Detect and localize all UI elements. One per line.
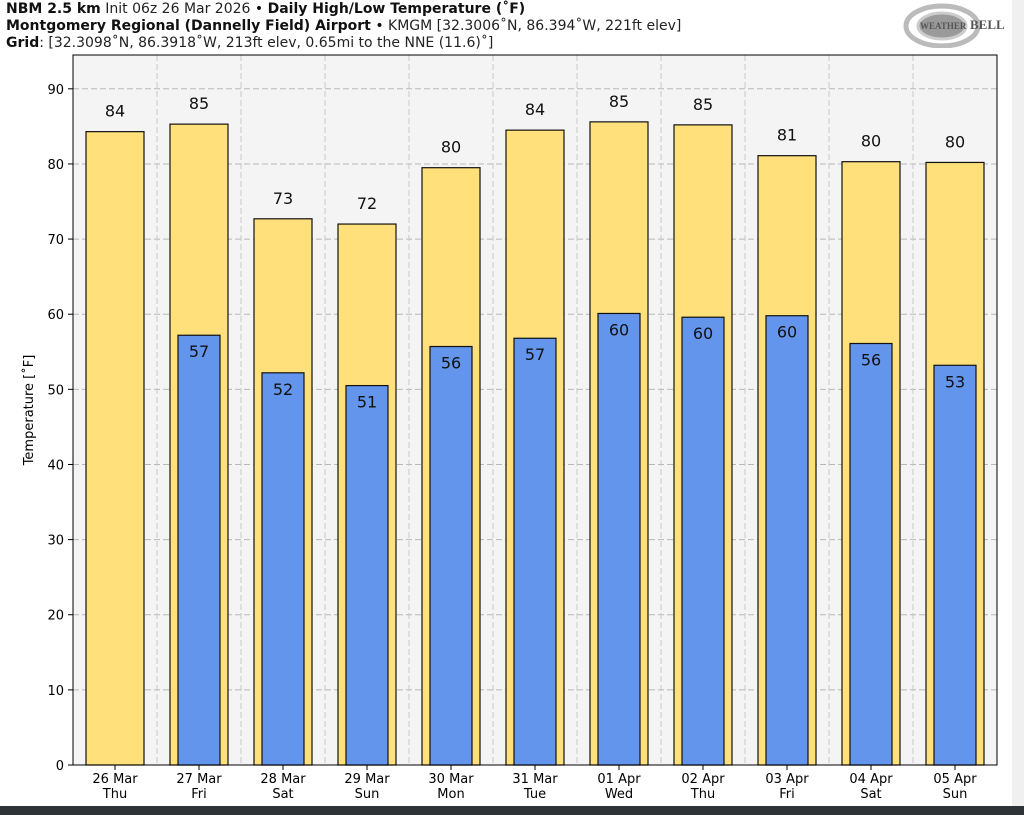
low-label: 56 bbox=[861, 351, 881, 370]
x-tick-label-date: 29 Mar bbox=[344, 772, 390, 787]
x-tick-label-date: 28 Mar bbox=[260, 772, 306, 787]
x-tick-label-date: 26 Mar bbox=[92, 772, 138, 787]
y-tick-label: 60 bbox=[47, 308, 64, 323]
x-tick-label-day: Sat bbox=[272, 787, 293, 802]
high-label: 85 bbox=[693, 95, 713, 114]
low-bar bbox=[597, 312, 641, 766]
x-tick-label-date: 27 Mar bbox=[176, 772, 222, 787]
high-label: 80 bbox=[945, 132, 965, 151]
low-label: 51 bbox=[357, 393, 377, 412]
high-label: 84 bbox=[105, 102, 125, 121]
svg-text:BELL: BELL bbox=[970, 17, 1005, 32]
x-tick-label-day: Sat bbox=[860, 787, 881, 802]
x-tick-label-date: 05 Apr bbox=[933, 772, 977, 787]
y-tick-label: 30 bbox=[47, 534, 64, 549]
low-bar bbox=[765, 315, 809, 766]
x-tick-label-day: Wed bbox=[605, 787, 633, 802]
y-tick-label: 70 bbox=[47, 233, 64, 248]
x-tick-label-day: Sun bbox=[943, 787, 968, 802]
page-edge bbox=[1012, 0, 1024, 806]
weatherbell-logo: WEATHER BELL bbox=[903, 3, 1005, 48]
y-tick-label: 90 bbox=[47, 83, 64, 98]
x-tick-label-day: Sun bbox=[355, 787, 380, 802]
low-label: 60 bbox=[693, 324, 713, 343]
station-name: Montgomery Regional (Dannelly Field) Air… bbox=[6, 18, 371, 34]
high-label: 85 bbox=[609, 92, 629, 111]
low-bar bbox=[849, 342, 893, 766]
y-tick-label: 80 bbox=[47, 158, 64, 173]
x-tick-label-day: Fri bbox=[779, 787, 795, 802]
low-bar bbox=[933, 364, 977, 766]
high-label: 85 bbox=[189, 94, 209, 113]
high-label: 73 bbox=[273, 189, 293, 208]
low-label: 57 bbox=[525, 345, 545, 364]
svg-text:WEATHER: WEATHER bbox=[920, 21, 967, 31]
title-line-1: NBM 2.5 km Init 06z 26 Mar 2026 • Daily … bbox=[6, 1, 525, 18]
x-tick-label-date: 30 Mar bbox=[428, 772, 474, 787]
x-tick-label-day: Thu bbox=[690, 787, 715, 802]
title-line-3: Grid: [32.3098˚N, 86.3918˚W, 213ft elev,… bbox=[6, 35, 493, 52]
low-bar bbox=[261, 372, 305, 766]
product-title: Daily High/Low Temperature (˚F) bbox=[267, 1, 526, 17]
x-tick-label-day: Mon bbox=[437, 787, 464, 802]
low-bar bbox=[177, 334, 221, 766]
low-label: 60 bbox=[777, 323, 797, 342]
low-bar bbox=[429, 345, 473, 766]
low-label: 52 bbox=[273, 380, 293, 399]
x-tick-label-date: 03 Apr bbox=[765, 772, 809, 787]
grid-info: : [32.3098˚N, 86.3918˚W, 213ft elev, 0.6… bbox=[39, 35, 494, 51]
low-bar bbox=[513, 337, 557, 766]
low-bar bbox=[681, 316, 725, 766]
x-tick-label-date: 31 Mar bbox=[512, 772, 558, 787]
y-tick-label: 10 bbox=[47, 684, 64, 699]
high-label: 84 bbox=[525, 100, 545, 119]
low-label: 53 bbox=[945, 372, 965, 391]
x-tick-label-date: 02 Apr bbox=[681, 772, 725, 787]
station-info: KMGM [32.3006˚N, 86.394˚W, 221ft elev] bbox=[388, 18, 682, 34]
x-tick-label-day: Thu bbox=[102, 787, 127, 802]
high-label: 80 bbox=[861, 132, 881, 151]
y-tick-label: 50 bbox=[47, 383, 64, 398]
low-bar bbox=[345, 384, 389, 766]
low-label: 57 bbox=[189, 342, 209, 361]
separator: • bbox=[254, 1, 264, 17]
y-tick-label: 20 bbox=[47, 609, 64, 624]
high-label: 80 bbox=[441, 138, 461, 157]
model-name: NBM 2.5 km bbox=[6, 1, 101, 17]
low-label: 56 bbox=[441, 354, 461, 373]
high-label: 81 bbox=[777, 126, 797, 145]
separator: • bbox=[375, 18, 384, 34]
init-time: Init 06z 26 Mar 2026 bbox=[105, 1, 251, 17]
x-tick-label-day: Fri bbox=[191, 787, 207, 802]
y-tick-label: 40 bbox=[47, 458, 64, 473]
y-tick-label: 0 bbox=[56, 759, 64, 774]
x-tick-label-day: Tue bbox=[523, 787, 546, 802]
plot-frame bbox=[72, 54, 998, 766]
low-label: 60 bbox=[609, 320, 629, 339]
x-tick-label-date: 01 Apr bbox=[597, 772, 641, 787]
y-axis-label: Temperature [˚F] bbox=[21, 355, 37, 467]
title-line-2: Montgomery Regional (Dannelly Field) Air… bbox=[6, 18, 681, 35]
grid-label: Grid bbox=[6, 35, 40, 51]
x-tick-label-date: 04 Apr bbox=[849, 772, 893, 787]
high-bar bbox=[85, 131, 145, 766]
bottom-bar bbox=[0, 806, 1024, 815]
high-label: 72 bbox=[357, 194, 377, 213]
